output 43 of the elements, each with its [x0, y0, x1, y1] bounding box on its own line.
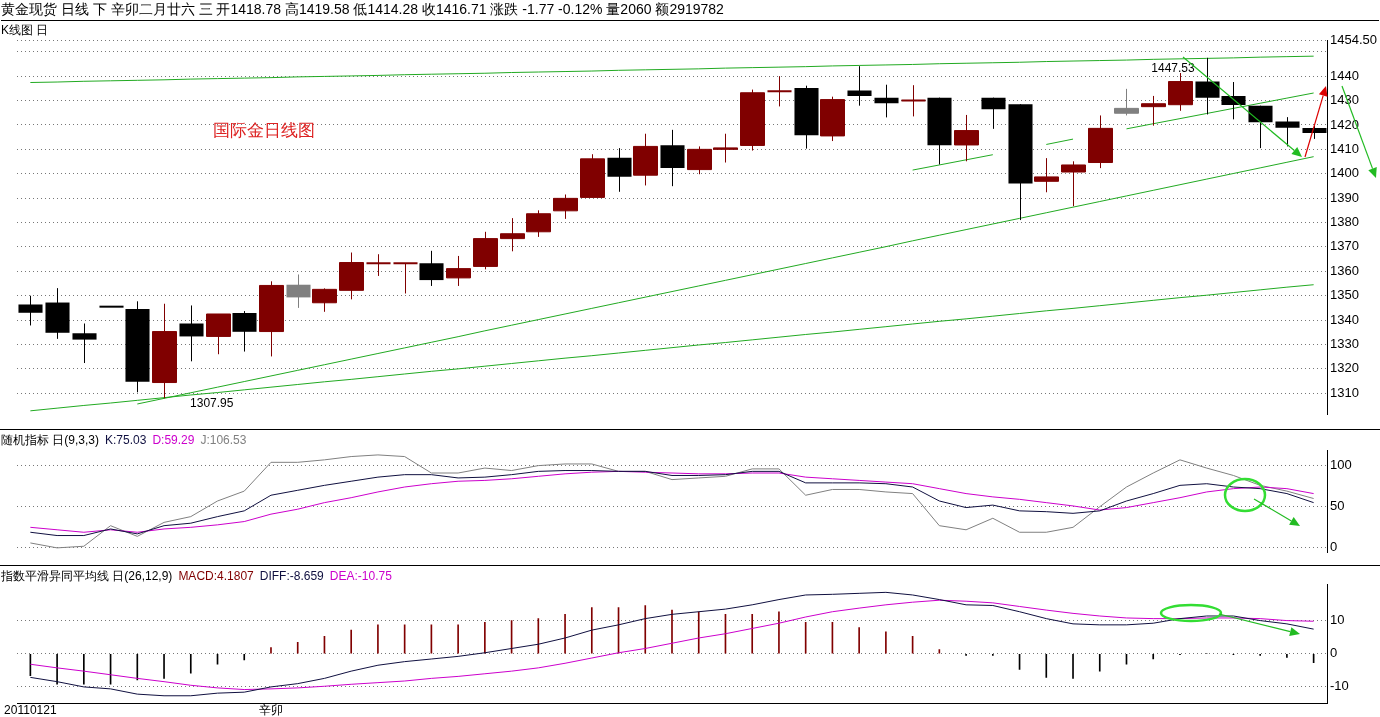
text: DIFF:-8.659 — [259, 569, 324, 583]
chart-title: 随机指标 日(9,3,3) — [1, 433, 100, 447]
text: K:75.03 — [105, 433, 147, 447]
y-tick-label: 1410 — [1330, 140, 1359, 156]
x-tick-label: 辛卯 — [258, 702, 283, 717]
y-tick-label: 10 — [1330, 612, 1345, 628]
y-tick-label: 0 — [1330, 539, 1338, 555]
y-tick-label: 1320 — [1330, 360, 1359, 376]
chart-title: 指数平滑异同平均线 日(26,12,9) — [1, 569, 173, 583]
y-tick-label: 1310 — [1330, 384, 1359, 400]
candlestick — [1034, 157, 1059, 193]
y-tick-label: 0 — [1330, 645, 1338, 661]
text: DEA:-10.75 — [329, 569, 392, 583]
text: MACD:4.1807 — [178, 569, 254, 583]
y-tick-label: 1380 — [1330, 214, 1359, 230]
y-tick-label: 1360 — [1330, 262, 1359, 278]
candlestick — [847, 65, 872, 107]
chart-title: 黄金现货 日线 下 辛卯二月廿六 三 开1418.78 高1419.58 低1414.28 收1416.71 涨跌 -1.77 -0.12% 量2060 额2919782 — [1, 1, 724, 17]
y-tick-label: 1370 — [1330, 238, 1359, 254]
y-tick-label: 1400 — [1330, 165, 1359, 181]
candlestick — [72, 323, 97, 364]
candlestick — [365, 253, 392, 277]
y-tick-label: 1390 — [1330, 189, 1359, 205]
candlestick — [900, 84, 927, 117]
y-tick-label: 1440 — [1330, 67, 1359, 83]
chart-subtitle: K线图 日 — [1, 22, 49, 39]
annotation: 国际金日线图 — [213, 120, 315, 140]
candlestick — [766, 75, 793, 107]
annotation: 1447.53 — [1151, 61, 1196, 76]
candlestick — [392, 262, 419, 294]
y-tick-label: -10 — [1330, 678, 1349, 694]
text: D:59.29 — [152, 433, 195, 447]
text: J:106.53 — [200, 433, 247, 447]
y-tick-label: 1350 — [1330, 287, 1359, 303]
candlestick — [874, 84, 899, 118]
y-tick-label: 1340 — [1330, 311, 1359, 327]
annotation: 1307.95 — [190, 395, 234, 410]
y-tick-label: 1454.50 — [1330, 32, 1377, 48]
x-tick-label: 20110121 — [4, 702, 57, 717]
y-tick-label: 1330 — [1330, 336, 1359, 352]
y-tick-label: 100 — [1330, 457, 1352, 473]
candlestick — [1061, 160, 1086, 207]
y-tick-label: 50 — [1330, 498, 1345, 514]
